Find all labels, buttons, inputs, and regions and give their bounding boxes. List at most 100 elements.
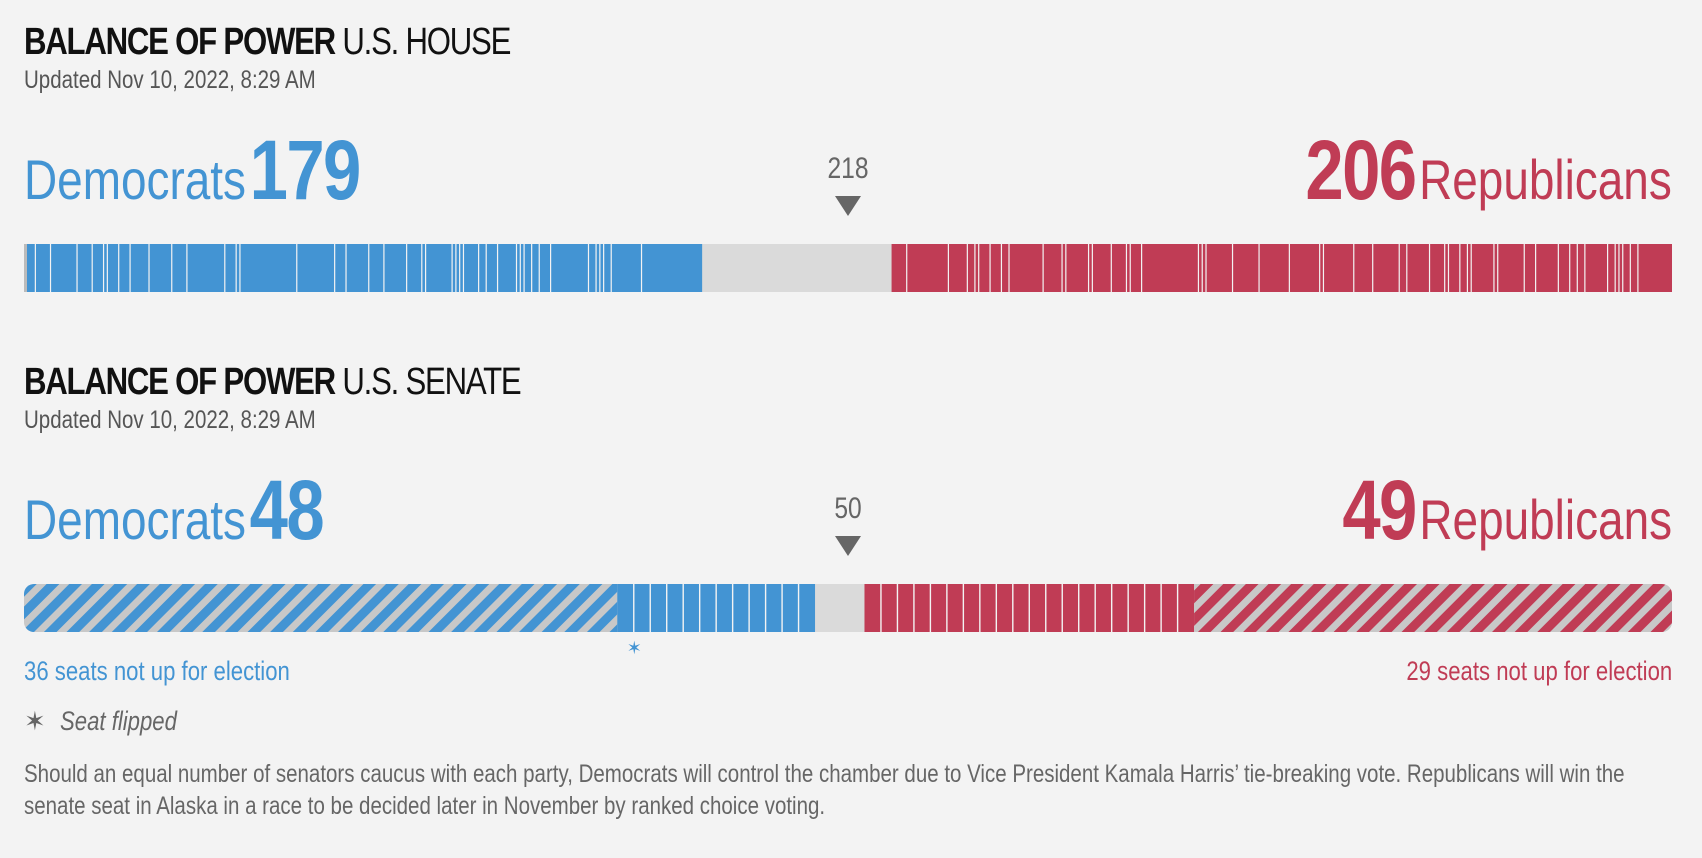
- house-seat-divider: [531, 244, 533, 292]
- senate-seat-divider: [946, 584, 948, 632]
- house-seat-divider: [148, 244, 150, 292]
- house-seat-divider: [1557, 244, 1559, 292]
- house-seat-divider: [1231, 244, 1234, 292]
- senate-seat-bar: [24, 584, 1672, 632]
- house-seat-divider: [1091, 244, 1093, 292]
- senate-seat-divider: [1143, 584, 1146, 632]
- house-seat-divider: [345, 244, 347, 292]
- house-seat-divider: [1353, 244, 1355, 292]
- house-majority-marker: 218: [808, 152, 888, 216]
- house-seat-divider: [462, 244, 465, 292]
- house-seat-divider: [129, 244, 131, 292]
- house-seat-divider: [235, 244, 237, 292]
- house-rep-segment: [891, 244, 1672, 292]
- senate-seat-divider: [896, 584, 899, 632]
- house-majority-number: 218: [827, 152, 869, 185]
- senate-dem-count: 48: [249, 463, 325, 557]
- senate-majority-marker: 50: [808, 492, 888, 556]
- house-party-row: Democrats 179 218 206 Republicans: [24, 122, 1672, 217]
- senate-seat-divider: [1110, 584, 1113, 632]
- house-seat-divider: [1466, 244, 1469, 292]
- house-seat-divider: [1008, 244, 1010, 292]
- house-seat-divider: [1622, 244, 1624, 292]
- house-dem-name: Democrats: [24, 148, 247, 211]
- house-seat-divider: [1629, 244, 1631, 292]
- house-seat-divider: [1197, 244, 1200, 292]
- house-seat-divider: [421, 244, 423, 292]
- senate-dem-label: Democrats 48: [24, 462, 325, 559]
- house-seat-divider: [1497, 244, 1499, 292]
- house-seat-divider: [1398, 244, 1400, 292]
- house-dem-segment: [24, 244, 703, 292]
- house-seat-divider: [485, 244, 487, 292]
- house-seat-divider: [515, 244, 518, 292]
- senate-seat-divider: [1127, 584, 1129, 632]
- house-seat-divider: [224, 244, 226, 292]
- house-seat-divider: [1322, 244, 1325, 292]
- senate-dem-not-up-segment: [24, 584, 618, 632]
- house-rep-name: Republicans: [1419, 148, 1672, 211]
- house-seat-divider: [1576, 244, 1578, 292]
- house-seat-divider: [102, 244, 105, 292]
- house-seat-divider: [406, 244, 408, 292]
- senate-majority-number: 50: [834, 492, 862, 525]
- house-title: BALANCE OF POWER U.S. HOUSE: [24, 22, 1375, 62]
- house-seat-divider: [1065, 244, 1067, 292]
- house-seat-divider: [451, 244, 453, 292]
- senate-seat-divider: [929, 584, 932, 632]
- house-seat-divider: [989, 244, 991, 292]
- house-seat-divider: [1141, 244, 1143, 292]
- senate-seat-divider: [666, 584, 668, 632]
- house-dem-count: 179: [249, 123, 362, 217]
- house-seat-divider: [1406, 244, 1408, 292]
- house-seat-divider: [1614, 244, 1616, 292]
- house-seat-divider: [1493, 244, 1495, 292]
- star-icon: ✶: [24, 706, 46, 736]
- house-seat-bar: [24, 244, 1672, 292]
- house-seat-divider: [1470, 244, 1472, 292]
- senate-seat-divider: [797, 584, 800, 632]
- house-seat-divider: [1061, 244, 1063, 292]
- senate-seat-divider: [995, 584, 998, 632]
- house-seat-divider: [1459, 244, 1461, 292]
- house-rep-count: 206: [1305, 123, 1418, 217]
- senate-title: BALANCE OF POWER U.S. SENATE: [24, 362, 1375, 402]
- senate-seat-divider: [682, 584, 684, 632]
- senate-rep-name: Republicans: [1419, 488, 1672, 551]
- house-seat-divider: [1288, 244, 1290, 292]
- senate-seat-divider: [979, 584, 981, 632]
- house-seat-divider: [76, 244, 78, 292]
- house-seat-divider: [118, 244, 120, 292]
- house-title-light: U.S. HOUSE: [342, 21, 511, 63]
- flipped-seat-star-icon: ✶: [626, 638, 642, 658]
- senate-section: BALANCE OF POWER U.S. SENATE Updated Nov…: [24, 362, 1672, 820]
- senate-seat-divider: [1176, 584, 1179, 632]
- flip-legend: ✶ Seat flipped: [24, 706, 202, 737]
- house-seat-divider: [49, 244, 52, 292]
- senate-rep-not-up-segment: [1194, 584, 1672, 632]
- house-seat-divider: [459, 244, 461, 292]
- house-seat-divider: [383, 244, 385, 292]
- house-seat-divider: [610, 244, 612, 292]
- house-seat-divider: [523, 244, 525, 292]
- senate-seat-divider: [1045, 584, 1047, 632]
- house-seat-divider: [587, 244, 590, 292]
- house-seat-divider: [550, 244, 552, 292]
- senate-seat-divider: [1028, 584, 1030, 632]
- senate-updated: Updated Nov 10, 2022, 8:29 AM: [24, 406, 316, 434]
- house-seat-divider: [1447, 244, 1450, 292]
- senate-seat-divider: [1094, 584, 1096, 632]
- senate-title-bold: BALANCE OF POWER: [24, 361, 336, 403]
- senate-seat-divider: [781, 584, 783, 632]
- house-seat-divider: [640, 244, 643, 292]
- senate-seat-divider: [698, 584, 701, 632]
- house-seat-divider: [1110, 244, 1112, 292]
- house-seat-divider: [1637, 244, 1639, 292]
- flip-legend-label: Seat flipped: [59, 706, 177, 736]
- senate-seat-divider: [748, 584, 750, 632]
- house-seat-divider: [906, 244, 908, 292]
- senate-seat-divider: [1061, 584, 1063, 632]
- house-seat-divider: [239, 244, 241, 292]
- house-seat-divider: [334, 244, 336, 292]
